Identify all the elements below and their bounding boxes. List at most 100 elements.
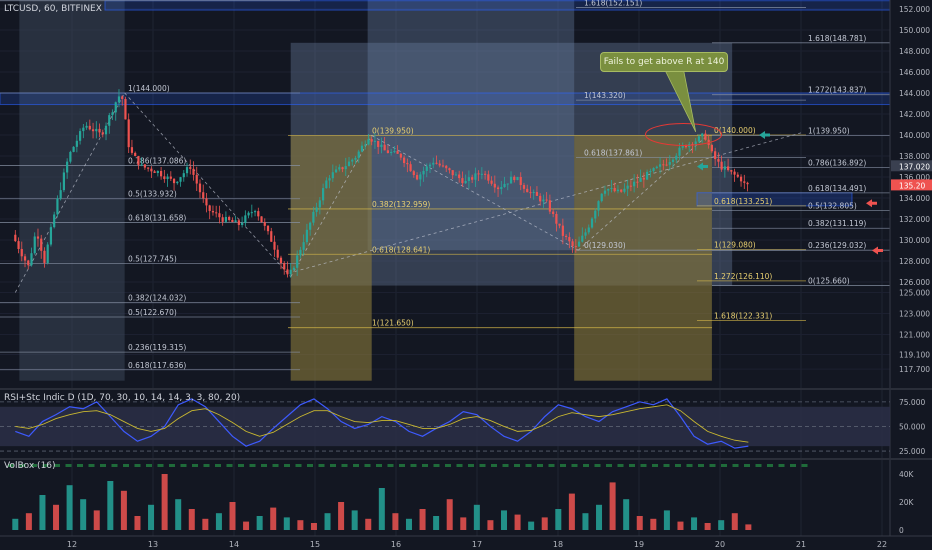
volume-bar — [650, 518, 657, 530]
volume-signal-dot — [387, 464, 394, 467]
candle-body — [636, 181, 639, 183]
candle-body — [228, 216, 231, 220]
time-tick-label: 16 — [391, 540, 401, 549]
time-tick-label: 21 — [796, 540, 806, 549]
volume-signal-dot — [341, 464, 348, 467]
volume-bar — [677, 521, 684, 530]
fib-level-label: 0.618(133.251) — [714, 197, 772, 206]
candle-body — [127, 119, 130, 148]
candle-body — [36, 236, 40, 239]
volume-bar — [514, 514, 521, 530]
candle-body — [493, 183, 496, 188]
candle-body — [480, 173, 483, 175]
candle-body — [221, 217, 224, 222]
volume-bar — [596, 504, 603, 530]
volume-signal-dot — [410, 464, 417, 467]
volume-bar — [555, 509, 562, 530]
volume-signal-dot — [31, 464, 37, 467]
price-tick-label: 138.000 — [899, 152, 930, 161]
candle-body — [428, 164, 432, 167]
candle-body — [432, 162, 435, 165]
fib-level-label: 1.272(126.110) — [714, 272, 772, 281]
candle-body — [312, 211, 315, 223]
candle-body — [315, 207, 318, 212]
volume-bar — [568, 493, 575, 530]
candle-body — [691, 144, 694, 146]
candle-body — [182, 173, 185, 178]
volume-signal-dot — [77, 464, 83, 467]
candle-body — [124, 98, 127, 120]
trend-line — [14, 92, 126, 293]
candle-body — [95, 128, 98, 132]
price-tick-label: 140.000 — [899, 131, 930, 140]
candle-body — [474, 173, 477, 180]
volume-tick-label: 20K — [899, 498, 915, 507]
candle-body — [134, 152, 137, 157]
candle-body — [14, 234, 17, 242]
candle-body — [263, 222, 266, 226]
fib-level-label: 0(140.000) — [714, 126, 756, 135]
candle-body — [373, 140, 377, 142]
candle-body — [603, 190, 607, 194]
price-tick-label: 148.000 — [899, 47, 930, 56]
candle-body — [283, 263, 286, 270]
candle-body — [597, 201, 600, 211]
candle-body — [305, 229, 308, 243]
candle-body — [681, 145, 684, 148]
candle-body — [143, 164, 146, 168]
volume-signal-dot — [663, 464, 670, 467]
candle-body — [412, 171, 415, 176]
candle-body — [360, 145, 364, 152]
fib-level-label: 0(139.950) — [372, 127, 414, 136]
fib-level-label: 0.618(117.636) — [128, 361, 186, 370]
candle-body — [710, 145, 713, 152]
volume-signal-dot — [675, 464, 681, 467]
candle-body — [435, 162, 438, 164]
volume-bar — [107, 481, 114, 530]
candle-body — [347, 161, 351, 167]
volume-signal-dot — [376, 464, 382, 467]
candle-body — [286, 269, 289, 275]
volume-bar — [297, 520, 304, 530]
candle-body — [577, 241, 581, 247]
candle-body — [720, 161, 723, 170]
annotation-callout: Fails to get above R at 140 — [600, 52, 728, 72]
candle-body — [526, 188, 529, 193]
candle-body — [153, 171, 156, 173]
price-tick-label: 144.000 — [899, 89, 930, 98]
candle-body — [539, 195, 542, 202]
candle-body — [69, 151, 72, 162]
candle-body — [590, 218, 594, 228]
candle-body — [121, 96, 124, 99]
candle-body — [406, 162, 409, 165]
candle-body — [548, 200, 551, 212]
candle-body — [150, 168, 153, 172]
volume-signal-dot — [468, 464, 474, 467]
candle-body — [344, 166, 347, 170]
candle-body — [571, 241, 574, 247]
candle-body — [322, 188, 325, 201]
candle-body — [292, 267, 296, 270]
candle-body — [623, 188, 626, 192]
candle-body — [23, 256, 27, 261]
candle-body — [195, 174, 198, 184]
fib-level-label: 0.382(124.032) — [128, 294, 186, 303]
candle-body — [218, 213, 221, 218]
candle-body — [250, 212, 253, 214]
volume-bar — [175, 499, 182, 530]
candle-body — [545, 199, 548, 201]
volume-tick-label: 0 — [899, 526, 904, 535]
candle-body — [522, 185, 526, 189]
candle-body — [72, 146, 75, 152]
volume-bar — [310, 523, 317, 530]
price-tick-label: 119.100 — [899, 350, 930, 359]
candle-body — [464, 180, 467, 184]
volume-signal-dot — [192, 464, 198, 467]
candle-body — [266, 225, 270, 232]
candle-body — [513, 176, 516, 181]
volume-tick-label: 40K — [899, 470, 915, 479]
candle-body — [477, 173, 480, 175]
volume-signal-dot — [100, 464, 106, 467]
fib-level-label: 0.786(137.086) — [128, 157, 186, 166]
